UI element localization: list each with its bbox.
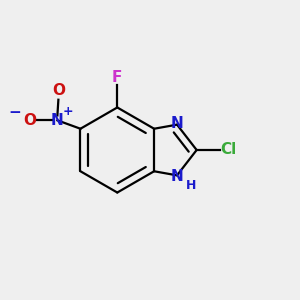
Text: O: O (52, 83, 65, 98)
Text: O: O (23, 113, 36, 128)
Text: Cl: Cl (220, 142, 236, 158)
Text: N: N (51, 113, 64, 128)
Text: −: − (8, 105, 21, 120)
Text: N: N (171, 169, 183, 184)
Text: +: + (63, 105, 73, 118)
Text: F: F (112, 70, 122, 85)
Text: H: H (186, 179, 196, 192)
Text: N: N (171, 116, 183, 130)
